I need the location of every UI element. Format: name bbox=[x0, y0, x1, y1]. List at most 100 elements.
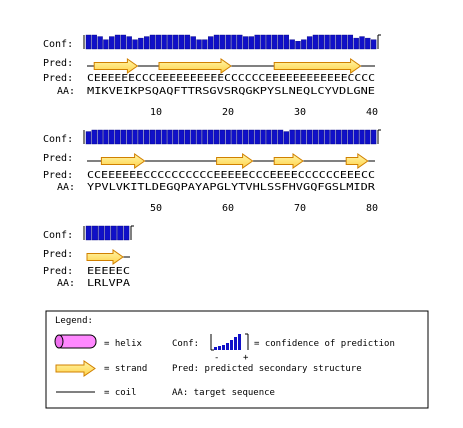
strand-arrow bbox=[100, 153, 146, 169]
conf-bar bbox=[237, 129, 243, 145]
conf-bar bbox=[120, 129, 127, 145]
legend-border bbox=[45, 310, 429, 409]
conf-bar bbox=[295, 129, 301, 145]
conf-bar bbox=[242, 129, 249, 145]
conf-bar bbox=[103, 129, 109, 145]
conf-bar bbox=[149, 34, 156, 50]
conf-bar bbox=[336, 34, 342, 50]
conf-bar bbox=[306, 36, 313, 50]
conf-bar bbox=[117, 225, 124, 241]
conf-bar bbox=[161, 129, 167, 145]
legend-conf-desc: = confidence of prediction bbox=[254, 339, 395, 349]
tick-label: 10 bbox=[150, 107, 162, 118]
pred-label-2: Pred: bbox=[43, 153, 73, 164]
confidence-bars-1 bbox=[83, 34, 381, 50]
pred-label-1: Pred: bbox=[43, 58, 73, 69]
conf-bar bbox=[104, 225, 111, 241]
conf-bar bbox=[167, 34, 173, 50]
conf-bar bbox=[196, 39, 202, 50]
conf-bar bbox=[330, 34, 336, 50]
legend-minus: - bbox=[214, 353, 219, 363]
conf-bar bbox=[98, 225, 105, 241]
conf-bar bbox=[126, 129, 132, 145]
strand-arrows-2 bbox=[100, 153, 369, 169]
conf-bar bbox=[289, 39, 295, 50]
conf-bar bbox=[155, 34, 161, 50]
tick-label: 60 bbox=[222, 203, 234, 214]
conf-bar bbox=[336, 129, 342, 145]
conf-bar bbox=[132, 129, 138, 145]
conf-label-2: Conf: bbox=[43, 134, 73, 145]
conf-bar bbox=[324, 34, 330, 50]
tick-label: 20 bbox=[222, 107, 234, 118]
aa-label-3: AA: bbox=[57, 278, 75, 289]
conf-bar bbox=[138, 129, 144, 145]
predseq-label-1: Pred: bbox=[43, 73, 73, 84]
conf-bar bbox=[161, 34, 167, 50]
legend-aa-desc: AA: target sequence bbox=[172, 388, 275, 398]
strand-arrow bbox=[158, 58, 232, 74]
conf-bar bbox=[231, 129, 237, 145]
conf-bar bbox=[114, 34, 121, 50]
aa-label-1: AA: bbox=[57, 86, 75, 97]
conf-bar bbox=[260, 34, 266, 50]
conf-bar bbox=[260, 129, 266, 145]
conf-bar bbox=[190, 129, 196, 145]
conf-bar bbox=[149, 129, 156, 145]
conf-bar bbox=[109, 36, 115, 50]
conf-bar bbox=[365, 129, 371, 145]
conf-bar bbox=[208, 129, 214, 145]
conf-bar bbox=[208, 36, 214, 50]
pred-sequence-1: CEEEEEECCCEEEEEEEEEECCCCCCEEEEEEEEEEEECC… bbox=[87, 73, 375, 84]
conf-bar bbox=[196, 129, 202, 145]
conf-bar bbox=[301, 129, 307, 145]
confidence-bars-2 bbox=[83, 129, 381, 145]
conf-bar bbox=[184, 34, 191, 50]
conf-bracket-right bbox=[377, 34, 381, 49]
strand-arrow bbox=[345, 153, 369, 169]
conf-bar bbox=[370, 129, 377, 145]
conf-bar bbox=[370, 39, 377, 50]
conf-bar bbox=[254, 34, 260, 50]
confidence-bars-3 bbox=[83, 225, 134, 241]
pred-label-3: Pred: bbox=[43, 249, 73, 260]
conf-bracket-right bbox=[377, 129, 381, 144]
conf-bar bbox=[103, 39, 109, 50]
block-1: Conf: Pred: Pred: CEEEEEECCCEEEEEEEEEECC… bbox=[43, 34, 381, 118]
conf-label-1: Conf: bbox=[43, 39, 73, 50]
helix-symbol-icon bbox=[54, 334, 97, 349]
legend-title: Legend: bbox=[55, 316, 93, 326]
conf-bar bbox=[178, 34, 185, 50]
conf-bracket-right bbox=[130, 225, 134, 240]
conf-bar bbox=[330, 129, 336, 145]
conf-bar bbox=[219, 129, 225, 145]
conf-bar bbox=[237, 34, 243, 50]
conf-bar bbox=[155, 129, 161, 145]
conf-bar bbox=[225, 129, 231, 145]
conf-bar bbox=[123, 225, 130, 241]
legend-strand-label: = strand bbox=[104, 364, 147, 374]
conf-bar bbox=[353, 37, 359, 50]
strand-symbol-icon bbox=[55, 360, 96, 377]
conf-bar bbox=[347, 34, 354, 50]
conf-bar bbox=[92, 225, 98, 241]
conf-bar bbox=[120, 34, 127, 50]
predseq-label-2: Pred: bbox=[43, 170, 73, 181]
conf-bar bbox=[213, 129, 220, 145]
legend-coil-label: = coil bbox=[104, 388, 137, 398]
conf-bar bbox=[301, 39, 307, 50]
conf-bar bbox=[266, 129, 272, 145]
aa-sequence-1: MIKVEIKPSQAQFTTRSGVSRQGKPYSLNEQLCYVDLGNE bbox=[87, 86, 375, 97]
legend-pred-desc: Pred: predicted secondary structure bbox=[172, 364, 362, 374]
conf-bar bbox=[97, 36, 103, 50]
conf-bar bbox=[277, 129, 284, 145]
strand-arrow bbox=[86, 249, 124, 265]
conf-bar bbox=[295, 41, 301, 50]
confidence-scale-icon bbox=[210, 333, 249, 351]
conf-bar bbox=[312, 129, 319, 145]
conf-bar bbox=[324, 129, 330, 145]
conf-bar bbox=[91, 34, 97, 50]
conf-bar bbox=[341, 129, 348, 145]
conf-bar bbox=[272, 34, 278, 50]
predseq-label-3: Pred: bbox=[43, 266, 73, 277]
